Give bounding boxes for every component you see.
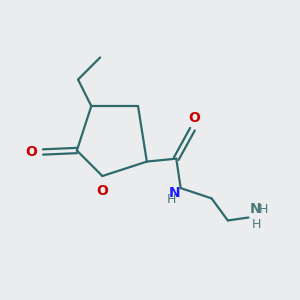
Text: H: H	[167, 194, 176, 206]
Text: N: N	[169, 186, 180, 200]
Text: H: H	[259, 203, 268, 216]
Text: O: O	[25, 145, 37, 159]
Text: N: N	[250, 202, 262, 216]
Text: O: O	[96, 184, 108, 198]
Text: H: H	[252, 218, 261, 230]
Text: O: O	[188, 111, 200, 125]
